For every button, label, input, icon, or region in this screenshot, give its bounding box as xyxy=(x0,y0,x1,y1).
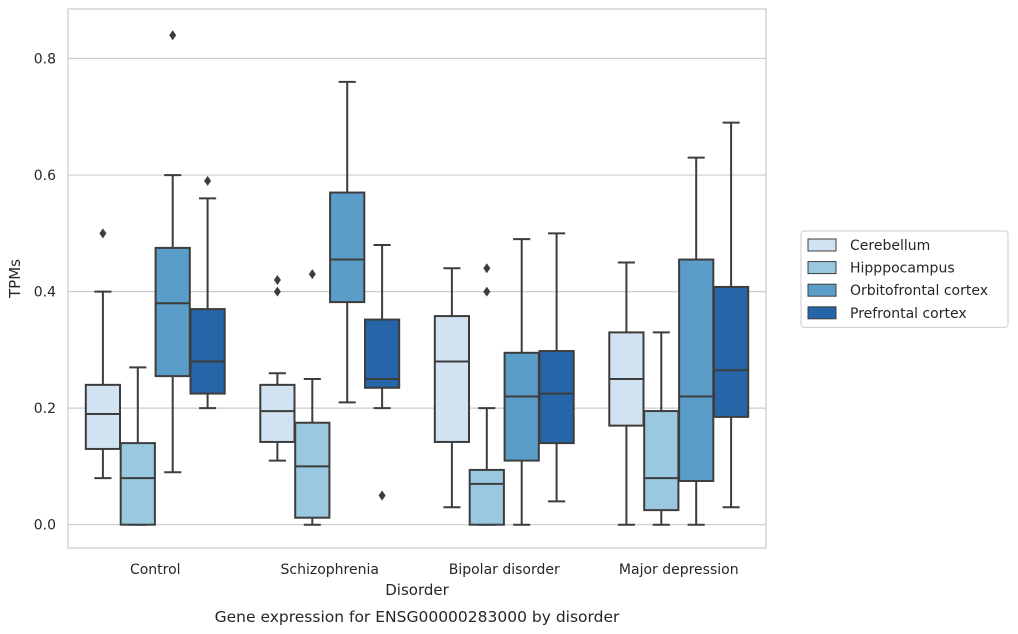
x-tick-label: Bipolar disorder xyxy=(449,562,560,578)
box xyxy=(259,383,296,443)
box xyxy=(712,285,750,418)
y-tick-label: 0.4 xyxy=(34,285,56,301)
legend-entry-label: Prefrontal cortex xyxy=(850,306,967,322)
outlier-point xyxy=(273,286,281,297)
box xyxy=(119,442,156,526)
box xyxy=(503,351,540,462)
x-tick-label: Major depression xyxy=(619,562,739,578)
box xyxy=(678,258,715,482)
x-axis-label: Disorder xyxy=(385,581,449,599)
legend-frame xyxy=(800,230,1009,328)
y-tick-label: 0.2 xyxy=(34,401,56,417)
x-axis-ticks: Control Schizophrenia Bipolar disorder Majo… xyxy=(130,562,739,578)
box xyxy=(433,315,471,443)
legend: Cerebellum Hipppocampus Orbitofrontal cort… xyxy=(800,230,1009,328)
legend-swatch xyxy=(807,283,837,297)
y-axis-ticks: 0.0 0.2 0.4 0.6 0.8 xyxy=(34,52,56,534)
box xyxy=(363,318,401,389)
box-plot-marks xyxy=(84,30,750,526)
x-tick-label: Schizophrenia xyxy=(281,562,379,578)
legend-entry-label: Orbitofrontal cortex xyxy=(850,283,988,299)
legend-entry-label: Hipppocampus xyxy=(850,261,955,277)
legend-entry-label: Cerebellum xyxy=(850,238,930,254)
outlier-point xyxy=(378,490,386,501)
outlier-point xyxy=(99,228,107,239)
box xyxy=(538,350,575,445)
y-tick-label: 0.6 xyxy=(34,168,56,184)
x-tick-label: Control xyxy=(130,562,181,578)
legend-swatch xyxy=(807,238,837,252)
outlier-point xyxy=(308,269,316,280)
box xyxy=(294,421,331,519)
y-axis-label: TPMs xyxy=(6,259,24,299)
box xyxy=(189,308,226,395)
y-tick-label: 0.8 xyxy=(34,52,56,68)
plot-frame xyxy=(67,8,767,549)
legend-swatch xyxy=(807,261,837,275)
outlier-point xyxy=(169,30,177,41)
box xyxy=(643,410,680,512)
chart-caption: Gene expression for ENSG00000283000 by d… xyxy=(215,608,620,626)
outlier-point xyxy=(483,263,491,274)
outlier-point xyxy=(273,274,281,285)
box xyxy=(154,246,191,378)
outlier-point xyxy=(204,175,212,186)
legend-swatch xyxy=(807,306,837,320)
box xyxy=(84,383,122,450)
y-tick-label: 0.0 xyxy=(34,518,56,534)
box xyxy=(468,468,505,526)
box xyxy=(329,191,366,304)
outlier-point xyxy=(483,286,491,297)
